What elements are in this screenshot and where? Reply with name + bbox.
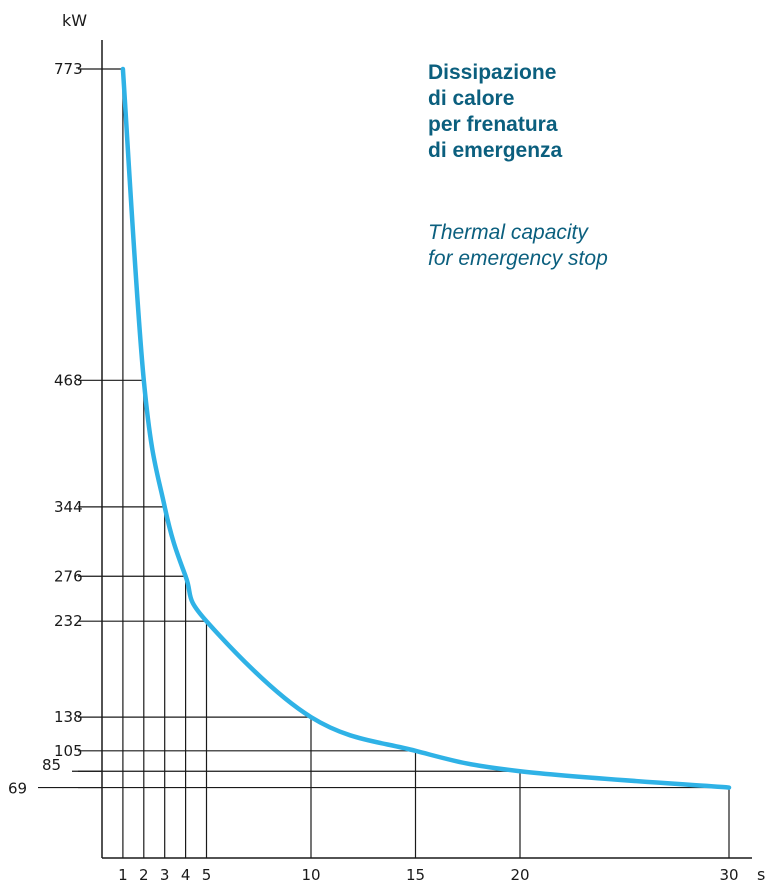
y-axis-unit: kW [62,11,87,30]
y-tick-label: 138 [54,708,83,726]
y-tick-label: 85 [42,756,61,774]
title-line-2: di calore [428,87,515,110]
title-line-1: Dissipazione [428,61,557,84]
x-tick-label: 15 [406,866,425,884]
series-line [120,66,732,790]
x-tick-label: 30 [719,866,738,884]
x-tick-label: 10 [301,866,320,884]
y-tick-label: 69 [8,780,27,798]
subtitle-line-1: Thermal capacity [428,221,588,244]
chart-title: Dissipazione di calore per frenatura di … [428,60,562,164]
y-tick-label: 468 [54,371,83,389]
subtitle-line-2: for emergency stop [428,247,608,270]
title-line-3: per frenatura [428,113,558,136]
x-ticks: 1 2 3 4 5 10 15 20 30 [118,866,738,884]
y-tick-label: 276 [54,567,83,585]
drop-lines [78,68,730,858]
x-tick-label: 3 [160,866,170,884]
y-tick-label: 344 [54,498,83,516]
y-tick-label: 232 [54,612,83,630]
chart-subtitle: Thermal capacity for emergency stop [428,220,608,272]
x-tick-label: 1 [118,866,128,884]
y-tick-label: 105 [54,742,83,760]
y-tick-label: 773 [54,60,83,78]
x-axis-unit: s [757,865,765,884]
x-tick-label: 5 [202,866,212,884]
axes [101,40,752,859]
title-line-4: di emergenza [428,139,563,162]
x-tick-label: 4 [181,866,191,884]
x-tick-label: 20 [510,866,529,884]
x-tick-label: 2 [139,866,149,884]
